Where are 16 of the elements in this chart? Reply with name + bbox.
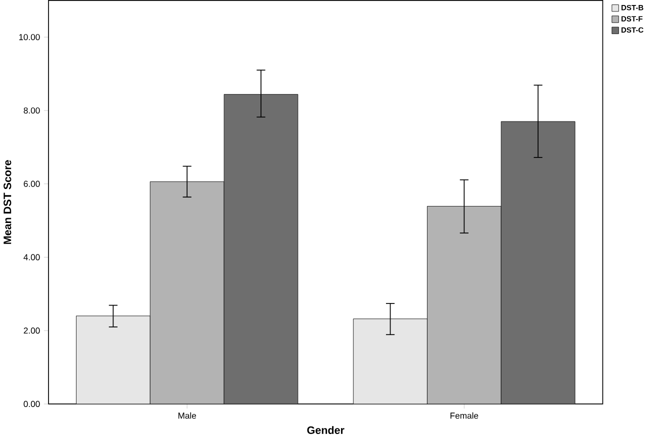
y-tick-label: 6.00	[24, 181, 40, 188]
bar	[500, 121, 576, 404]
y-tick-label: 10.00	[19, 34, 40, 40]
x-tick-label: Female	[450, 412, 478, 419]
y-tick-label: 4.00	[24, 254, 40, 260]
y-tick-label: 2.00	[24, 328, 40, 334]
x-axis-title: Gender	[307, 426, 344, 434]
y-axis-title: Mean DST Score	[4, 160, 12, 244]
y-tick-label: 0.00	[24, 401, 40, 408]
x-tick-label: Male	[178, 412, 196, 419]
bar	[353, 318, 428, 404]
bar	[150, 182, 224, 404]
y-tick-label: 8.00	[24, 108, 40, 114]
bar	[76, 316, 150, 404]
bar	[427, 206, 502, 404]
bar	[224, 94, 298, 404]
